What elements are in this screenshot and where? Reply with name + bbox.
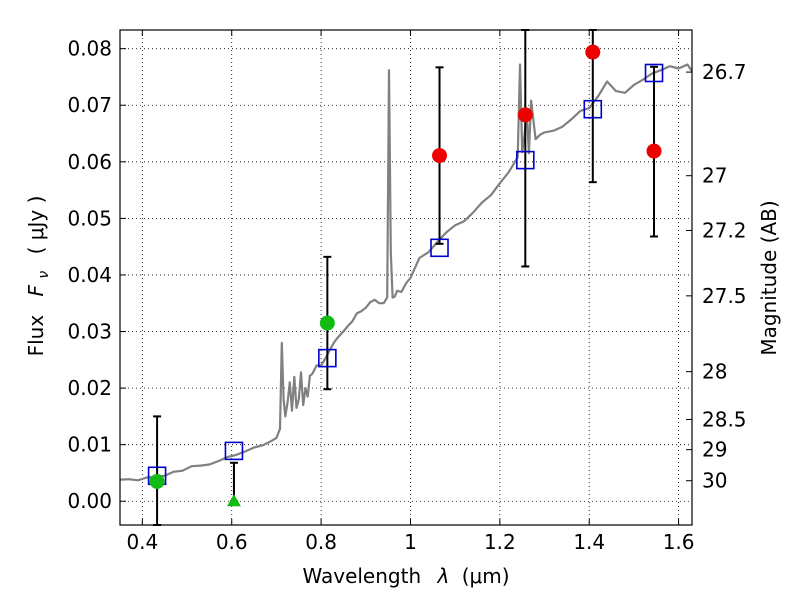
grid — [120, 30, 692, 525]
x-tick-label: 0.6 — [216, 530, 248, 554]
model-point — [430, 238, 449, 258]
observed-point — [517, 107, 533, 123]
y-tick-label: 0.01 — [67, 433, 112, 457]
model-point — [583, 99, 603, 119]
y-tick-label: 0.05 — [67, 206, 112, 230]
spectrum-series — [119, 63, 693, 482]
y2-tick-label: 27.2 — [702, 218, 747, 242]
x-tick-label: 0.8 — [305, 530, 337, 554]
x-tick-label: 1.4 — [573, 530, 605, 554]
y2-axis-ticks: 26.7 27 27.2 27.5 28 28.5 29 30 — [686, 60, 747, 493]
y2-tick-label: 28 — [702, 360, 727, 384]
observed-point — [319, 315, 335, 331]
x-tick-label: 0.4 — [126, 530, 158, 554]
model-point — [644, 63, 664, 83]
y-tick-label: 0.07 — [67, 93, 112, 117]
y-tick-label: 0.02 — [67, 376, 112, 400]
y-tick-label: 0.08 — [67, 37, 112, 61]
y-tick-label: 0.03 — [67, 320, 112, 344]
y2-axis-title: Magnitude (AB) — [757, 200, 781, 355]
x-axis-title: Wavelength λ (μm) — [302, 564, 509, 588]
x-tick-label: 1.2 — [484, 530, 516, 554]
x-tick-label: 1.6 — [663, 530, 695, 554]
y-tick-label: 0.06 — [67, 150, 112, 174]
errorbars — [153, 29, 659, 526]
x-tick-label: 1 — [404, 530, 417, 554]
y2-tick-label: 27.5 — [702, 284, 747, 308]
observed-point-upper-limit — [226, 494, 241, 507]
y2-tick-label: 26.7 — [702, 60, 747, 84]
spectrum-line — [119, 63, 693, 482]
observed-point — [432, 148, 448, 164]
model-points — [147, 63, 664, 486]
x-axis-ticks: 0.4 0.6 0.8 1 1.2 1.4 1.6 — [126, 30, 695, 554]
observed-point — [149, 473, 165, 489]
model-point — [318, 348, 337, 368]
observed-point — [585, 44, 601, 60]
model-point — [224, 441, 244, 461]
y2-tick-label: 28.5 — [702, 407, 747, 431]
y-tick-label: 0.00 — [67, 489, 112, 513]
observed-points — [149, 44, 662, 507]
y2-tick-label: 30 — [702, 469, 727, 493]
y-tick-label: 0.04 — [67, 263, 112, 287]
plot-frame — [119, 29, 693, 526]
y-axis-ticks: 0.00 0.01 0.02 0.03 0.04 0.05 0.06 0.07 0.08 — [67, 37, 126, 513]
y2-tick-label: 29 — [702, 438, 727, 462]
model-point — [516, 150, 535, 170]
y2-tick-label: 27 — [702, 164, 727, 188]
observed-point — [646, 143, 662, 159]
y-axis-title: Flux F ν ( μJy ) — [24, 196, 53, 357]
